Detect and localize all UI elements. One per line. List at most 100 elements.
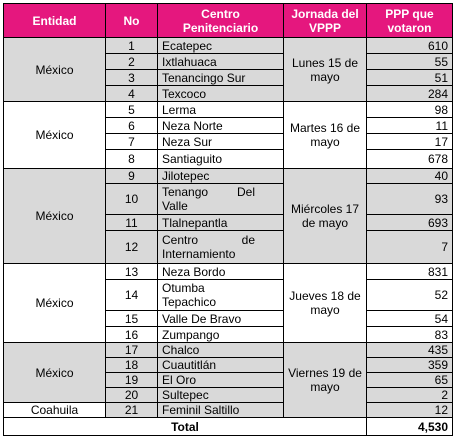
votes-cell: 11 bbox=[366, 117, 453, 134]
votes-cell: 98 bbox=[366, 101, 453, 118]
total-row: Total 4,530 bbox=[3, 417, 453, 436]
entidad-cell: México bbox=[3, 263, 106, 343]
column-header: Entidad bbox=[3, 3, 106, 38]
results-table: Entidad No Centro Penitenciario Jornada del… bbox=[3, 3, 453, 436]
votes-cell: 831 bbox=[366, 263, 453, 280]
votes-cell: 2 bbox=[366, 387, 453, 403]
no-cell: 2 bbox=[105, 53, 158, 70]
table-row: 20 Sultepec 2 bbox=[4, 387, 453, 403]
no-cell: 13 bbox=[105, 263, 158, 280]
no-cell: 4 bbox=[105, 85, 158, 102]
centro-cell: Tenango Del Valle bbox=[157, 183, 284, 215]
centro-cell: Texcoco bbox=[157, 85, 284, 102]
votes-cell: 12 bbox=[366, 402, 453, 418]
no-cell: 14 bbox=[105, 279, 158, 311]
entidad-cell: Coahuila bbox=[3, 402, 106, 418]
table-row: 6 Neza Norte 11 bbox=[4, 117, 453, 134]
no-cell: 19 bbox=[105, 372, 158, 388]
no-cell: 16 bbox=[105, 326, 158, 343]
no-cell: 12 bbox=[105, 230, 158, 264]
votes-cell: 93 bbox=[366, 183, 453, 215]
no-cell: 5 bbox=[105, 101, 158, 118]
no-cell: 20 bbox=[105, 387, 158, 403]
no-cell: 10 bbox=[105, 183, 158, 215]
votes-cell: 52 bbox=[366, 279, 453, 311]
jornada-cell: Martes 16 de mayo bbox=[283, 101, 367, 169]
centro-cell: Santiaguito bbox=[157, 149, 284, 169]
no-cell: 7 bbox=[105, 133, 158, 150]
centro-cell: Neza Bordo bbox=[157, 263, 284, 280]
total-value: 4,530 bbox=[366, 417, 453, 436]
entidad-cell: México bbox=[3, 342, 106, 403]
no-cell: 15 bbox=[105, 310, 158, 327]
table-row: México 9 Jilotepec Miércoles 17 de mayo 40 bbox=[3, 168, 453, 264]
table-row: México 13 Neza Bordo Jueves 18 de mayo 831 bbox=[3, 263, 453, 343]
jornada-cell: Viernes 19 de mayo bbox=[283, 342, 367, 418]
centro-cell: Ixtlahuaca bbox=[157, 53, 284, 70]
no-cell: 1 bbox=[105, 37, 158, 54]
votes-cell: 55 bbox=[366, 53, 453, 70]
centro-cell: Cuautitlán bbox=[157, 357, 284, 373]
column-header: PPP que votaron bbox=[366, 3, 453, 38]
no-cell: 8 bbox=[105, 149, 158, 169]
table-row: 11 Tlalnepantla 693 bbox=[4, 214, 453, 231]
total-label: Total bbox=[3, 417, 367, 436]
centro-cell: Otumba Tepachico bbox=[157, 279, 284, 311]
table-row: México 17 Chalco Viernes 19 de mayo 435 bbox=[3, 342, 453, 418]
table-row: 12 Centro de Internamiento 7 bbox=[4, 230, 453, 264]
no-cell: 21 bbox=[105, 402, 158, 418]
centro-cell: Sultepec bbox=[157, 387, 284, 403]
centro-cell: Tenancingo Sur bbox=[157, 69, 284, 86]
table-row: México 1 Ecatepec Lunes 15 de mayo 610 bbox=[3, 37, 453, 102]
jornada-cell: Miércoles 17 de mayo bbox=[283, 168, 367, 264]
votes-cell: 678 bbox=[366, 149, 453, 169]
table-row: 18 Cuautitlán 359 bbox=[4, 357, 453, 373]
no-cell: 6 bbox=[105, 117, 158, 134]
column-header: No bbox=[105, 3, 158, 38]
votes-cell: 40 bbox=[366, 168, 453, 184]
entidad-cell: México bbox=[3, 101, 106, 169]
votes-cell: 54 bbox=[366, 310, 453, 327]
votes-cell: 65 bbox=[366, 372, 453, 388]
votes-cell: 693 bbox=[366, 214, 453, 231]
table-body: México 1 Ecatepec Lunes 15 de mayo 610 2 Ixtla… bbox=[3, 37, 453, 436]
centro-cell: Chalco bbox=[157, 342, 284, 358]
votes-cell: 435 bbox=[366, 342, 453, 358]
centro-cell: El Oro bbox=[157, 372, 284, 388]
centro-cell: Neza Norte bbox=[157, 117, 284, 134]
jornada-cell: Lunes 15 de mayo bbox=[283, 37, 367, 102]
votes-cell: 610 bbox=[366, 37, 453, 54]
column-header: Jornada del VPPP bbox=[283, 3, 367, 38]
votes-cell: 284 bbox=[366, 85, 453, 102]
no-cell: 3 bbox=[105, 69, 158, 86]
centro-cell: Zumpango bbox=[157, 326, 284, 343]
centro-cell: Lerma bbox=[157, 101, 284, 118]
votes-cell: 17 bbox=[366, 133, 453, 150]
no-cell: 11 bbox=[105, 214, 158, 231]
no-cell: 9 bbox=[105, 168, 158, 184]
table-row: 3 Tenancingo Sur 51 bbox=[4, 69, 453, 86]
jornada-cell: Jueves 18 de mayo bbox=[283, 263, 367, 343]
table-row: 14 Otumba Tepachico 52 bbox=[4, 279, 453, 311]
votes-cell: 83 bbox=[366, 326, 453, 343]
votes-cell: 51 bbox=[366, 69, 453, 86]
votes-cell: 359 bbox=[366, 357, 453, 373]
table-row: 8 Santiaguito 678 bbox=[4, 149, 453, 169]
entidad-cell: México bbox=[3, 37, 106, 102]
centro-cell: Centro de Internamiento bbox=[157, 230, 284, 264]
column-header: Centro Penitenciario bbox=[157, 3, 284, 38]
header-row: Entidad No Centro Penitenciario Jornada del… bbox=[3, 3, 453, 38]
table-row: México 5 Lerma Martes 16 de mayo 98 bbox=[3, 101, 453, 169]
centro-cell: Neza Sur bbox=[157, 133, 284, 150]
centro-cell: Valle De Bravo bbox=[157, 310, 284, 327]
centro-cell: Feminil Saltillo bbox=[157, 402, 284, 418]
no-cell: 17 bbox=[105, 342, 158, 358]
votes-cell: 7 bbox=[366, 230, 453, 264]
no-cell: 18 bbox=[105, 357, 158, 373]
centro-cell: Tlalnepantla bbox=[157, 214, 284, 231]
table-row: Coahuila 21 Feminil Saltillo 12 bbox=[3, 402, 453, 418]
centro-cell: Jilotepec bbox=[157, 168, 284, 184]
entidad-cell: México bbox=[3, 168, 106, 264]
centro-cell: Ecatepec bbox=[157, 37, 284, 54]
